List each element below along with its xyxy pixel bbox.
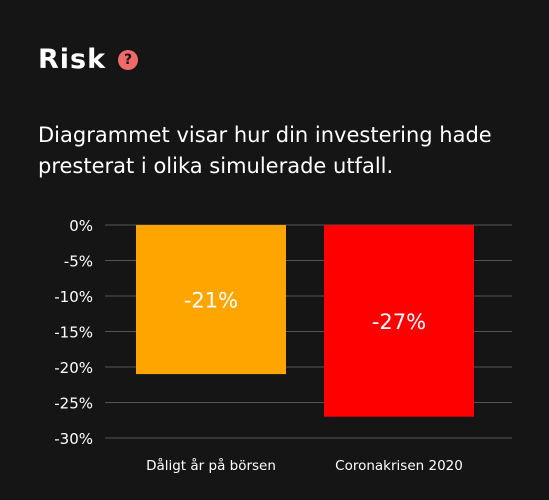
bar-data-label: -27% xyxy=(372,310,426,334)
y-tick-label: -10% xyxy=(54,288,93,306)
y-tick-label: -25% xyxy=(54,395,93,413)
panel-header: Risk ? xyxy=(38,44,139,75)
bar xyxy=(136,225,286,375)
y-tick-label: -15% xyxy=(54,324,93,342)
y-tick-label: -20% xyxy=(54,359,93,377)
y-tick-label: -5% xyxy=(64,253,93,271)
x-category-label: Dåligt år på börsen xyxy=(146,457,276,474)
panel-title: Risk xyxy=(38,44,107,75)
y-tick-label: 0% xyxy=(69,217,93,235)
bar xyxy=(324,225,474,417)
bar-data-label: -21% xyxy=(184,289,238,313)
chart-description: Diagrammet visar hur din investering had… xyxy=(38,123,492,178)
x-category-label: Coronakrisen 2020 xyxy=(335,458,463,474)
y-tick-label: -30% xyxy=(54,430,93,448)
help-icon[interactable]: ? xyxy=(118,49,139,70)
